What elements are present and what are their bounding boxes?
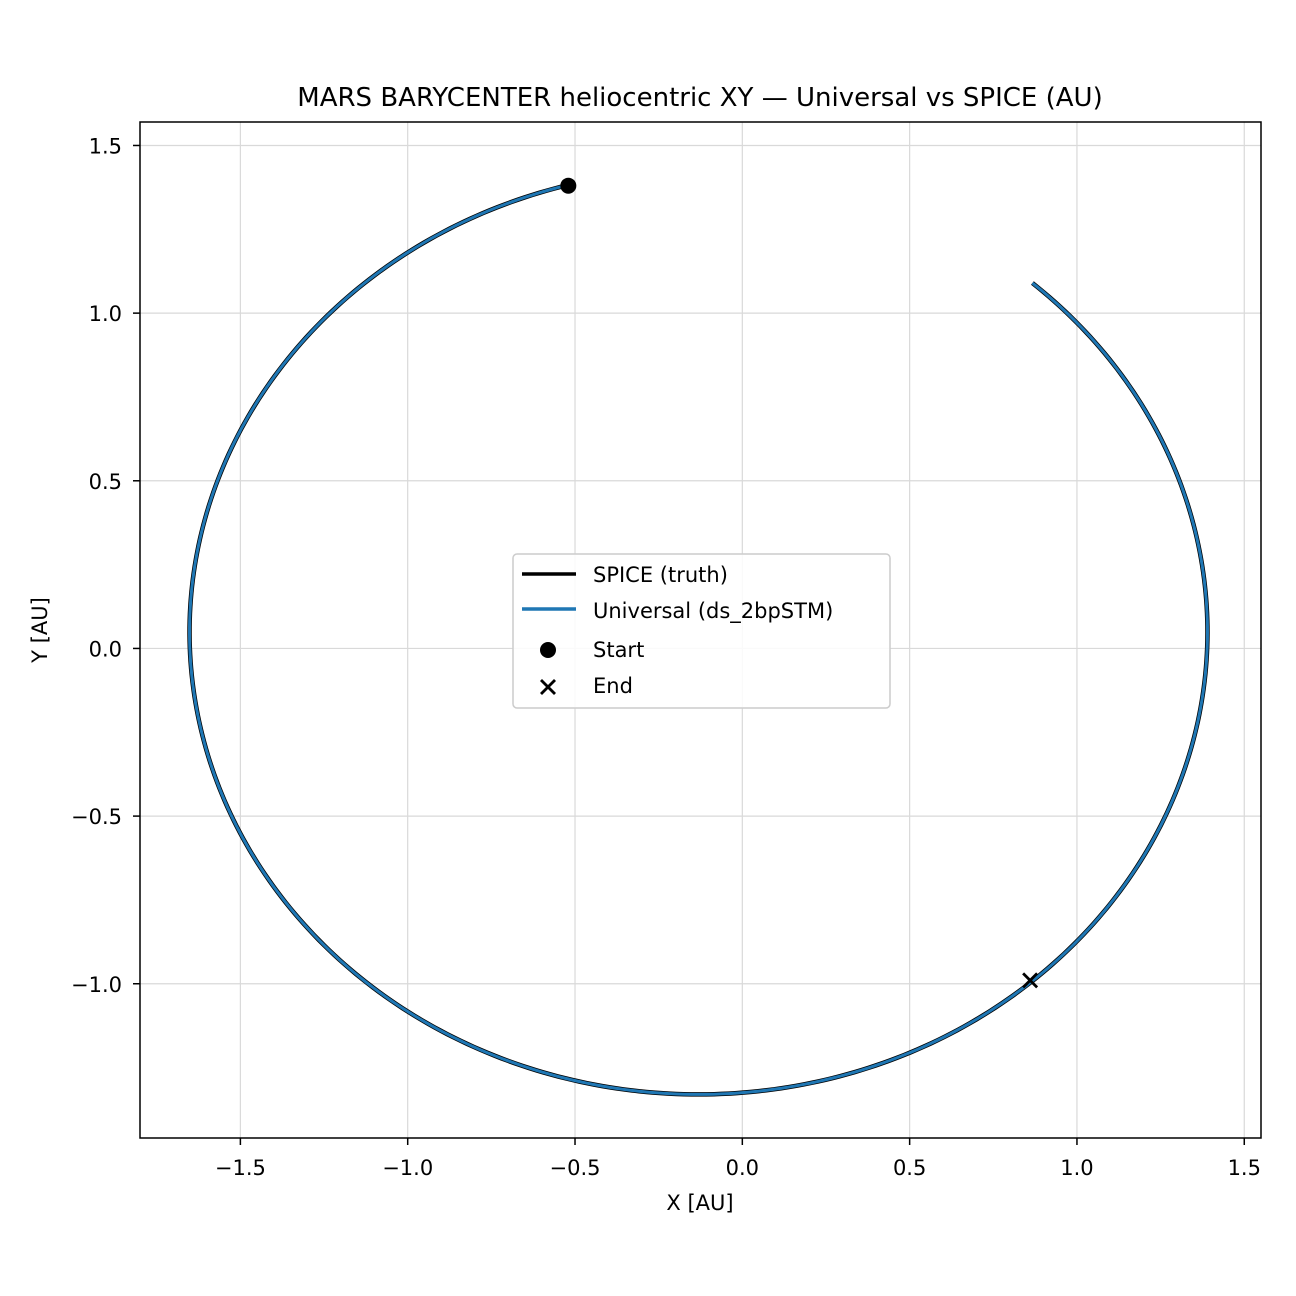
x-axis-label: X [AU]	[666, 1191, 733, 1215]
x-tick-label: 0.5	[893, 1156, 926, 1180]
y-axis-ticks: −1.0 −0.5 0.0 0.5 1.0 1.5	[71, 134, 140, 997]
series-universal-line	[188, 181, 1209, 1096]
x-tick-label: −0.5	[550, 1156, 601, 1180]
y-axis-label: Y [AU]	[28, 597, 52, 664]
plot-frame	[139, 121, 1262, 1139]
y-tick-label: −1.0	[71, 973, 122, 997]
legend-label-spice: SPICE (truth)	[593, 563, 728, 587]
x-tick-label: 1.5	[1228, 1156, 1261, 1180]
y-tick-label: 0.0	[89, 637, 122, 661]
chart-title: MARS BARYCENTER heliocentric XY — Univer…	[297, 83, 1102, 113]
legend: SPICE (truth) Universal (ds_2bpSTM) Star…	[512, 553, 891, 709]
legend-label-end: End	[593, 674, 633, 698]
x-tick-label: −1.0	[382, 1156, 433, 1180]
end-marker	[1022, 972, 1039, 989]
y-tick-label: 0.5	[89, 470, 122, 494]
x-axis-ticks: −1.5 −1.0 −0.5 0.0 0.5 1.0 1.5	[215, 1138, 1261, 1180]
y-tick-label: 1.0	[89, 302, 122, 326]
y-tick-label: 1.5	[89, 134, 122, 158]
legend-box	[512, 553, 891, 709]
x-tick-label: −1.5	[215, 1156, 266, 1180]
x-tick-label: 0.0	[726, 1156, 759, 1180]
legend-marker-end	[540, 679, 556, 695]
legend-label-universal: Universal (ds_2bpSTM)	[593, 599, 833, 624]
y-tick-label: −0.5	[71, 805, 122, 829]
legend-label-start: Start	[593, 638, 644, 662]
start-marker	[560, 177, 577, 194]
legend-marker-start	[540, 642, 556, 658]
x-tick-label: 1.0	[1060, 1156, 1093, 1180]
series-layer	[187, 177, 1210, 1097]
